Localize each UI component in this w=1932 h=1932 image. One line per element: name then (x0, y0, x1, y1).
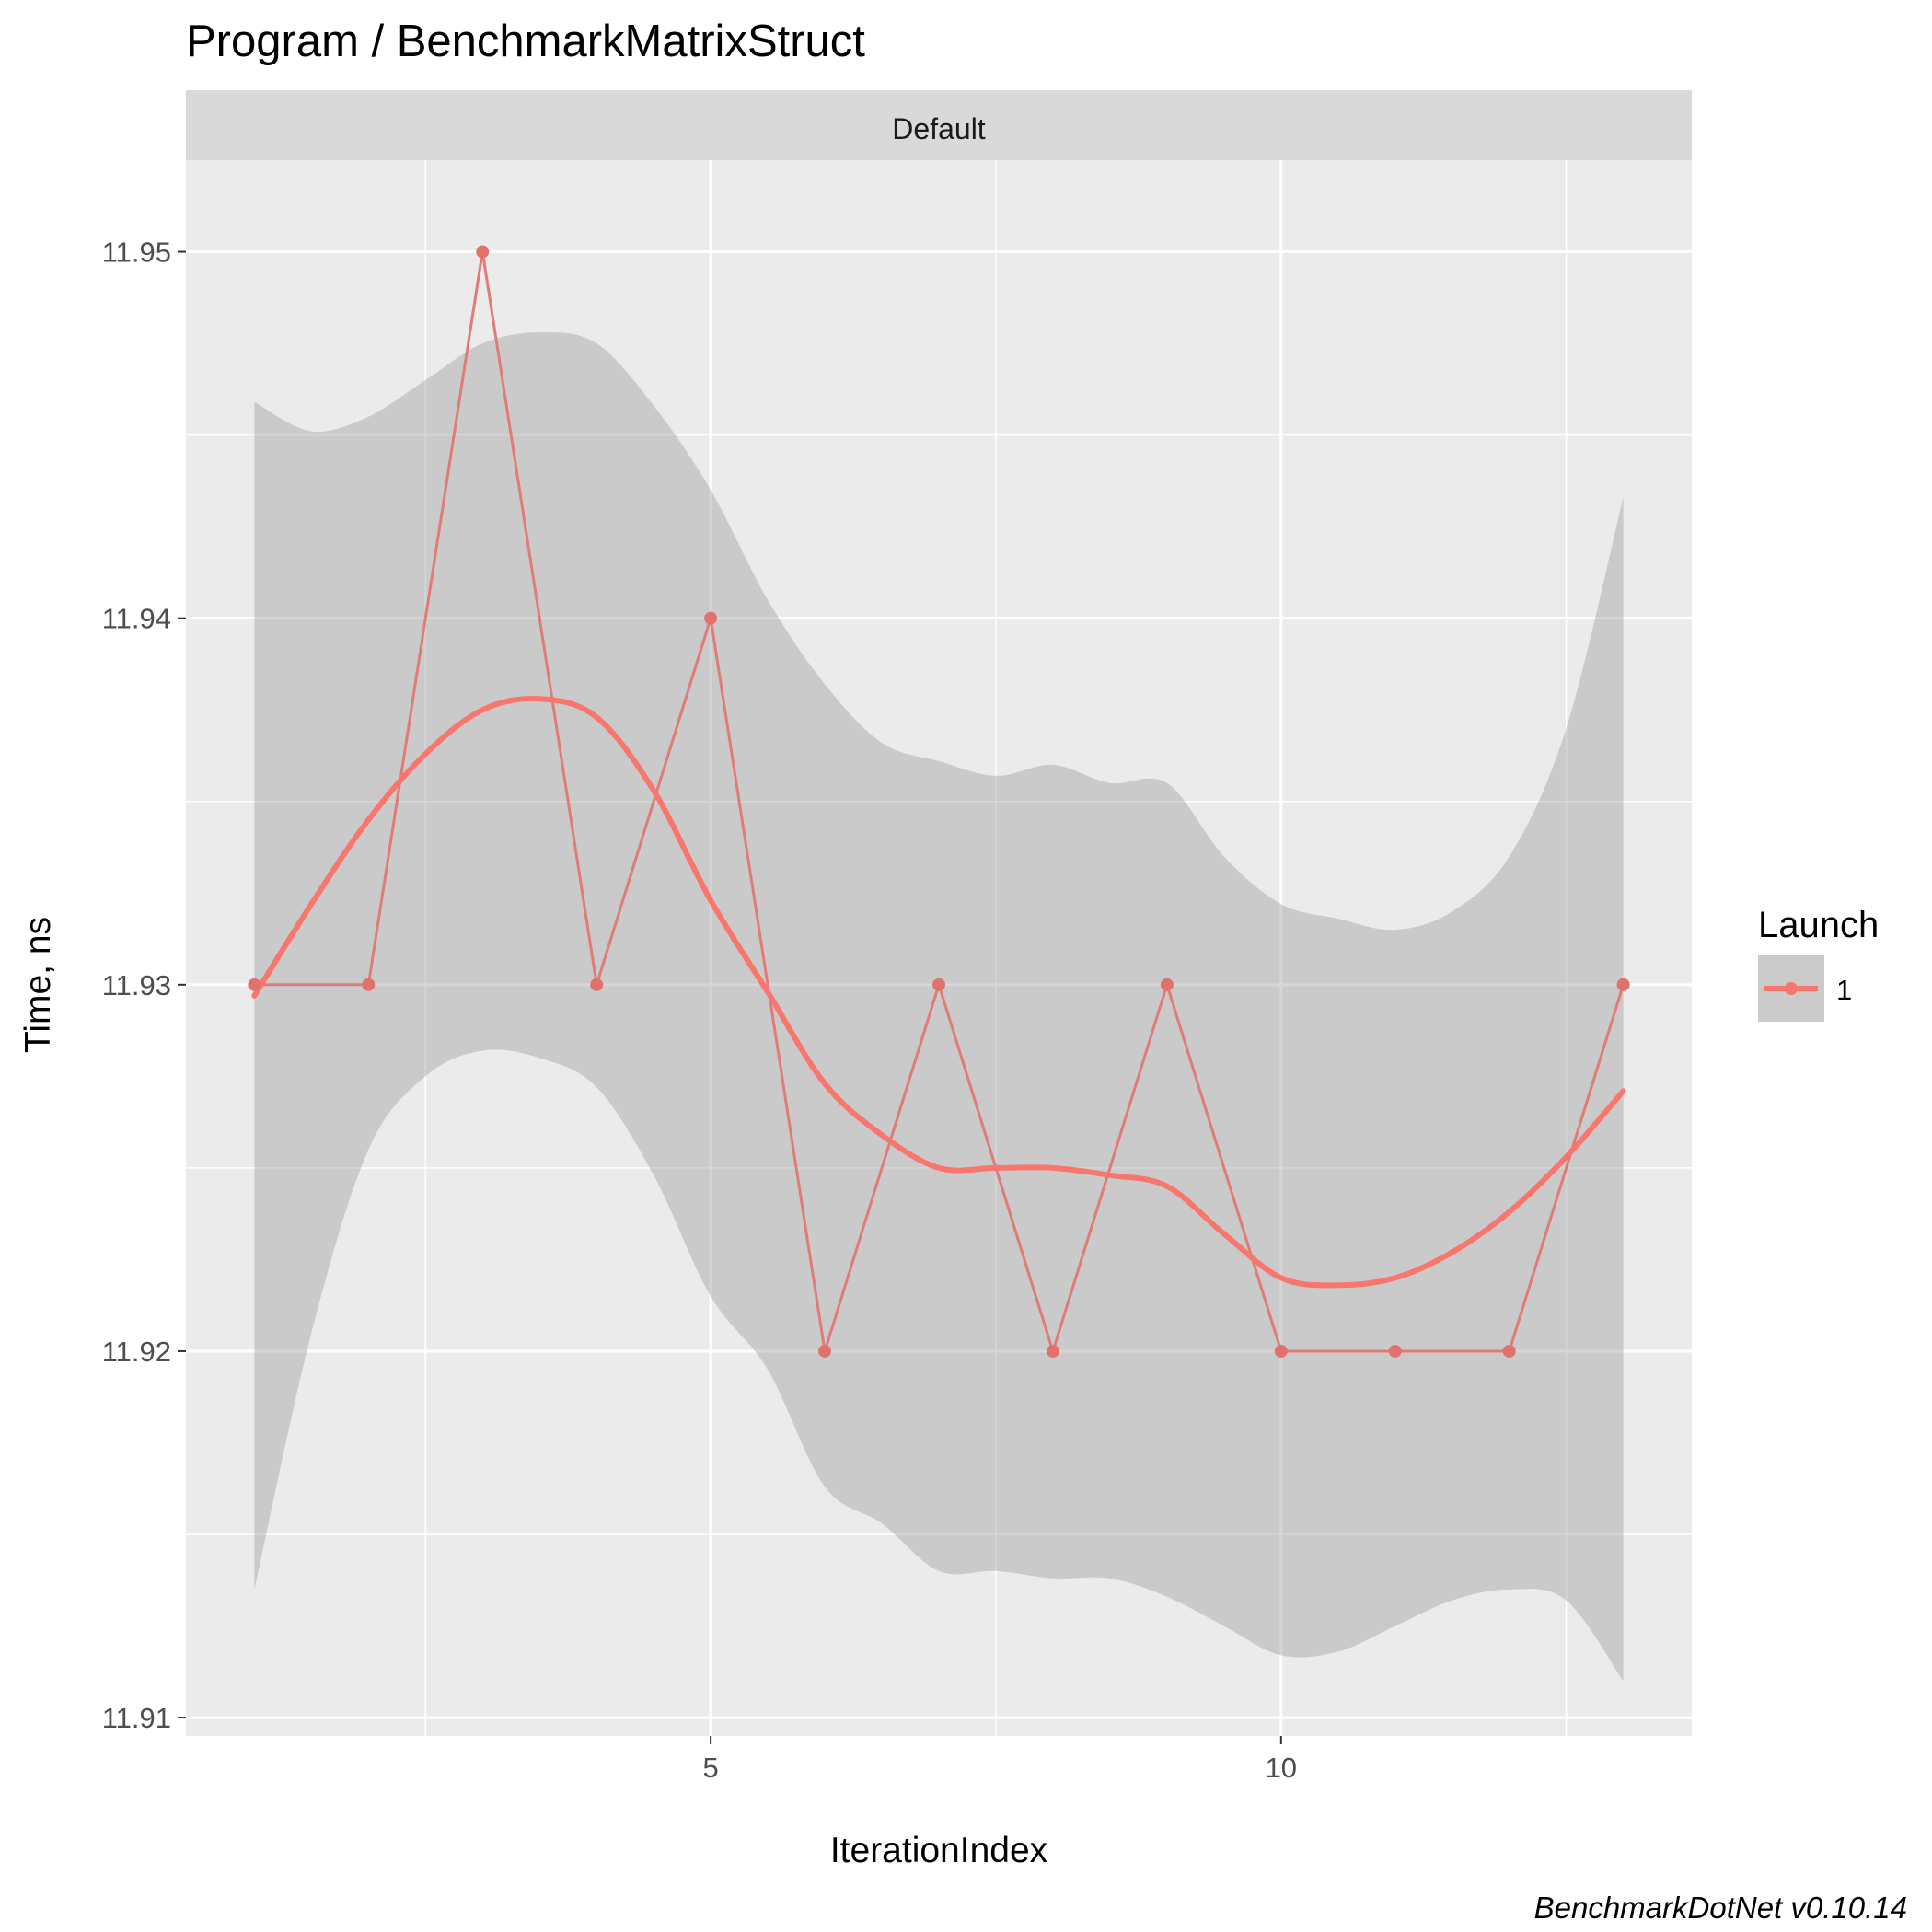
y-axis-title: Time, ns (18, 917, 58, 1053)
data-point-6 (818, 1344, 832, 1358)
y-tick-label-1: 11.92 (102, 1336, 171, 1368)
confidence-band (254, 332, 1624, 1682)
caption: BenchmarkDotNet v0.10.14 (1534, 1891, 1907, 1925)
smooth-line-group (251, 696, 1626, 1289)
legend-key-point (1785, 982, 1798, 995)
data-point-8 (1046, 1344, 1059, 1358)
legend-entry-1: 1 (1836, 974, 1852, 1006)
data-points (248, 245, 1630, 1358)
data-point-13 (1616, 978, 1630, 991)
data-point-2 (362, 978, 376, 991)
minor-gridlines (186, 160, 1692, 1736)
legend-title: Launch (1758, 905, 1879, 945)
y-axis: 11.91 11.92 11.93 11.94 11.95 (102, 237, 186, 1734)
data-point-11 (1388, 1344, 1402, 1358)
data-point-1 (248, 978, 261, 991)
confidence-band-area (254, 332, 1624, 1682)
data-point-7 (932, 978, 945, 991)
data-point-9 (1160, 978, 1174, 991)
plot-panel (186, 160, 1692, 1736)
smooth-line (251, 696, 1626, 1289)
x-tick-label-1: 10 (1266, 1752, 1297, 1784)
y-tick-label-3: 11.94 (102, 603, 171, 635)
x-tick-label-0: 5 (702, 1752, 718, 1784)
data-point-5 (704, 611, 718, 625)
data-point-12 (1502, 1344, 1516, 1358)
data-point-10 (1274, 1344, 1288, 1358)
facet-label: Default (892, 112, 986, 145)
y-tick-label-0: 11.91 (102, 1702, 171, 1734)
legend: Launch 1 (1758, 905, 1879, 1022)
y-tick-label-4: 11.95 (102, 237, 171, 269)
chart-title: Program / BenchmarkMatrixStruct (186, 17, 865, 66)
x-axis-title: IterationIndex (830, 1831, 1048, 1870)
facet-strip (186, 90, 1692, 160)
y-tick-label-2: 11.93 (102, 969, 171, 1001)
data-point-3 (476, 245, 490, 259)
x-axis: 5 10 (702, 1736, 1297, 1784)
data-point-4 (590, 978, 604, 991)
